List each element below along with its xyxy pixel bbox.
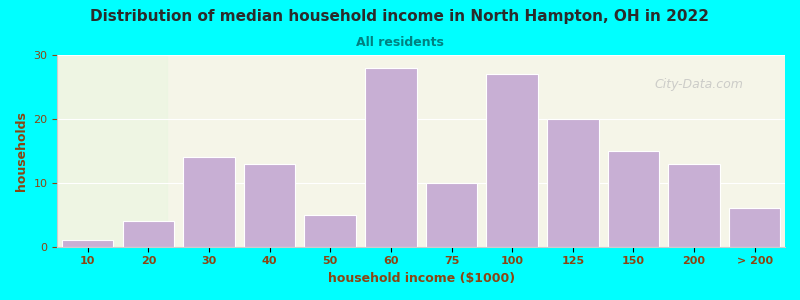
Bar (62, 240, 114, 247)
Bar (729, 208, 781, 247)
Text: City-Data.com: City-Data.com (654, 78, 743, 91)
Bar (668, 164, 720, 247)
Bar (486, 74, 538, 247)
Bar (244, 164, 295, 247)
Text: Distribution of median household income in North Hampton, OH in 2022: Distribution of median household income … (90, 9, 710, 24)
Bar (183, 157, 234, 247)
Bar (608, 151, 659, 247)
Bar (365, 68, 417, 247)
Bar (547, 119, 598, 247)
Bar (305, 215, 356, 247)
Y-axis label: households: households (15, 111, 28, 191)
Text: All residents: All residents (356, 36, 444, 49)
X-axis label: household income ($1000): household income ($1000) (328, 272, 514, 285)
Bar (426, 183, 478, 247)
Bar (122, 221, 174, 247)
Bar (58, 55, 166, 247)
